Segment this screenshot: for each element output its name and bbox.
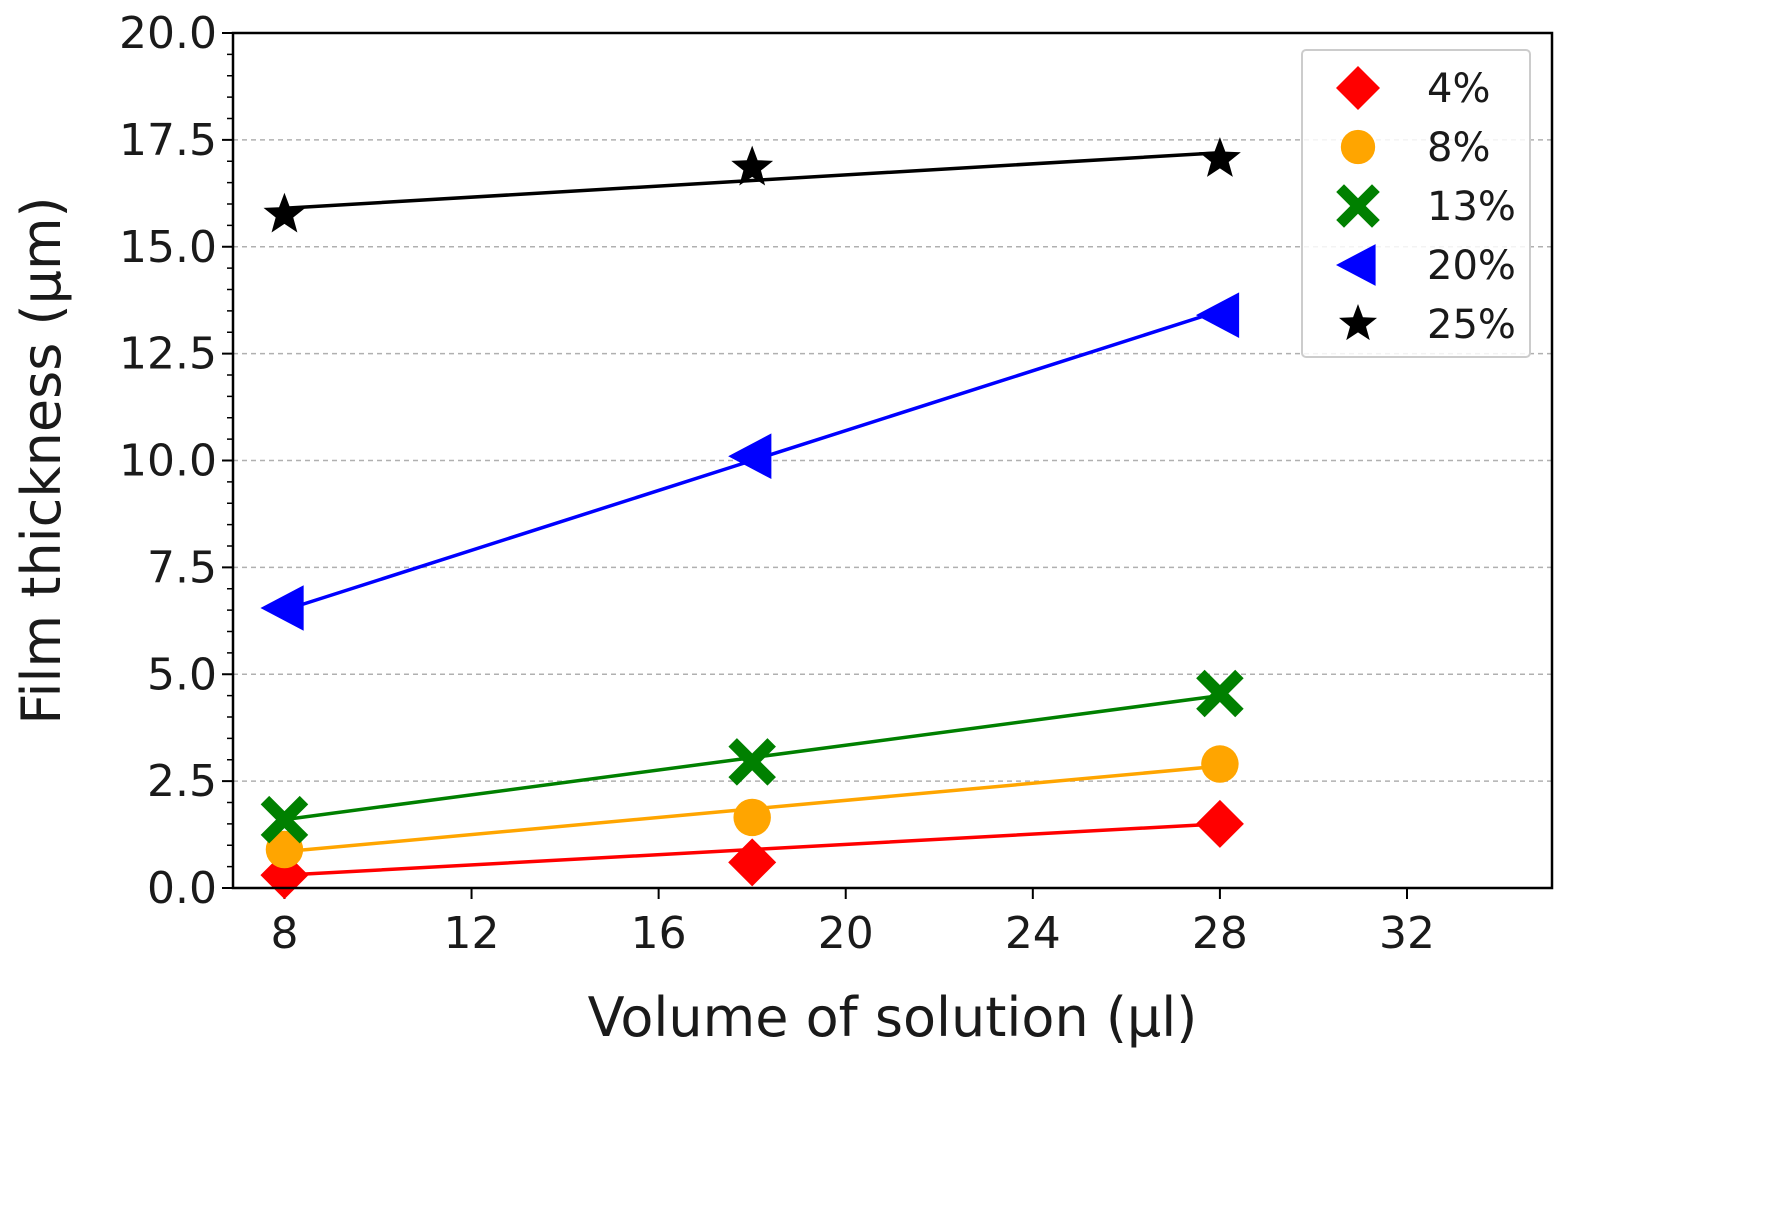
y-tick-label: 15.0 — [119, 222, 217, 273]
x-tick-label: 24 — [1005, 908, 1061, 959]
legend-label: 13% — [1427, 184, 1516, 230]
series-8pct — [265, 745, 1239, 869]
x-tick-label: 12 — [444, 908, 500, 959]
x-axis-title: Volume of solution (μl) — [588, 986, 1198, 1049]
marker-bar — [728, 738, 776, 786]
fit-line-25pct — [284, 150, 1221, 211]
y-tick-label: 7.5 — [147, 542, 217, 593]
series-20pct — [260, 292, 1240, 631]
plot-frame — [231, 31, 1554, 890]
y-tick-label: 0.0 — [147, 863, 217, 914]
data-point-4pct — [728, 838, 777, 887]
grid-lines — [233, 139, 1552, 782]
series-25pct — [263, 137, 1241, 233]
legend-label: 8% — [1427, 125, 1490, 171]
x-tick-label: 20 — [818, 908, 874, 959]
marker-bar — [1336, 184, 1380, 228]
x-tick-label: 32 — [1379, 908, 1435, 959]
marker-bar — [1196, 669, 1244, 718]
legend: 4% 8% 13% 20% 25% — [1301, 49, 1531, 358]
series-layer — [260, 137, 1244, 900]
data-point-13pct — [1196, 669, 1244, 718]
data-point-25pct — [731, 145, 774, 186]
y-axis-title: Film thickness (μm) — [10, 196, 73, 724]
legend-box — [1301, 49, 1531, 358]
data-point-25pct — [263, 192, 306, 233]
data-point-20pct — [728, 433, 772, 480]
axis-ticks: 0.0 2.5 5.0 7.5 10.0 12.5 15.0 17.5 20.0 8 12 16 20 2… — [119, 8, 1435, 959]
legend-marker — [1338, 304, 1378, 341]
y-tick-label: 20.0 — [119, 8, 217, 59]
series-13pct — [260, 669, 1244, 844]
data-point-20pct — [1195, 292, 1240, 338]
data-point-8pct — [733, 798, 771, 837]
legend-label: 4% — [1427, 66, 1490, 112]
data-point-8pct — [265, 830, 304, 869]
y-tick-label: 5.0 — [147, 649, 217, 700]
marker-bar — [260, 795, 309, 844]
x-tick-label: 8 — [270, 908, 298, 959]
x-tick-label: 16 — [631, 908, 687, 959]
y-tick-label: 10.0 — [119, 436, 217, 487]
data-point-25pct — [1198, 137, 1241, 177]
y-tick-label: 2.5 — [147, 756, 217, 807]
data-point-4pct — [1195, 799, 1244, 848]
y-tick-label: 17.5 — [119, 115, 217, 166]
legend-label: 25% — [1427, 302, 1516, 348]
legend-label: 20% — [1427, 243, 1516, 289]
legend-marker — [1336, 244, 1376, 286]
data-point-13pct — [728, 738, 776, 786]
legend-marker — [1336, 184, 1380, 228]
data-point-8pct — [1201, 745, 1239, 783]
data-point-20pct — [260, 585, 304, 631]
data-point-13pct — [260, 795, 309, 844]
x-tick-label: 28 — [1192, 908, 1248, 959]
legend-marker — [1340, 129, 1376, 165]
y-tick-label: 12.5 — [119, 329, 217, 380]
legend-marker — [1336, 66, 1380, 110]
